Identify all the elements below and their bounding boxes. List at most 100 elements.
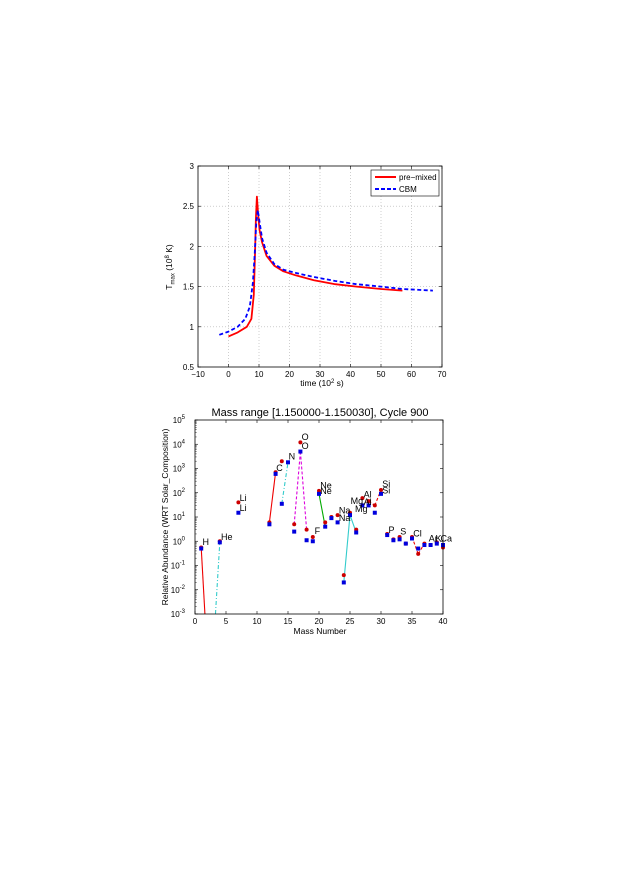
- chart2-xtick-label: 15: [284, 617, 293, 626]
- chart2-connector-line: [374, 489, 382, 506]
- chart2-xtick-label: 40: [439, 617, 448, 626]
- isotope-label: Mg: [351, 496, 364, 506]
- data-point-square: [310, 539, 315, 544]
- isotope-label: O: [302, 441, 309, 451]
- chart1-xtick-label: −10: [191, 370, 205, 379]
- data-point-square: [385, 533, 390, 538]
- chart2-connector-line: [214, 542, 221, 615]
- chart2-ytick-label: 105: [173, 415, 186, 425]
- chart1-ticks: −10 0 10 20 30 40 50 60 70 0.5 1 1.5 2 2.5 3: [183, 162, 447, 379]
- isotope-label: K: [436, 533, 442, 543]
- isotope-label: Si: [382, 485, 390, 495]
- chart1-ytick-label: 1: [190, 323, 195, 332]
- data-point-square: [236, 510, 241, 515]
- chart1-ytick-label: 2: [190, 242, 195, 251]
- isotope-label: Li: [240, 493, 247, 503]
- chart2-connector-line: [268, 472, 277, 523]
- chart1-xtick-label: 30: [316, 370, 325, 379]
- chart2-ylabel: Relative Abundance (WRT Solar_Compositio…: [160, 428, 170, 605]
- data-point-circle: [279, 459, 284, 464]
- chart2-ytick-label: 101: [173, 512, 186, 522]
- isotope-label: S: [400, 526, 406, 536]
- chart1-xlabel: time (102 s): [300, 378, 344, 388]
- data-point-square: [329, 516, 334, 521]
- isotope-label: Al: [364, 489, 372, 499]
- chart2-ytick-label: 103: [173, 464, 186, 474]
- chart2-xtick-label: 20: [315, 617, 324, 626]
- isotope-label: N: [289, 451, 296, 461]
- isotope-label: F: [315, 526, 321, 536]
- isotope-label: C: [276, 463, 283, 473]
- chart1-xtick-label: 40: [346, 370, 355, 379]
- chart2-xtick-label: 25: [346, 617, 355, 626]
- chart2-connector-line: [281, 462, 289, 504]
- isotope-label: Li: [240, 503, 247, 513]
- data-point-square: [292, 529, 297, 534]
- data-point-square: [317, 491, 321, 496]
- chart1-series: [219, 195, 433, 338]
- chart2-xtick-label: 5: [224, 617, 229, 626]
- data-point-square: [298, 449, 303, 454]
- data-point-square: [304, 538, 309, 543]
- data-point-circle: [310, 534, 315, 539]
- data-point-square: [335, 520, 340, 525]
- data-point-circle: [379, 487, 383, 492]
- chart2-ytick-label: 104: [173, 439, 186, 449]
- isotope-label: Na: [339, 505, 351, 515]
- chart2-xtick-label: 30: [377, 617, 386, 626]
- chart2-xtick-label: 0: [193, 617, 198, 626]
- chart1-xtick-label: 70: [438, 370, 447, 379]
- data-point-square: [434, 541, 439, 546]
- chart1-xtick-label: 60: [407, 370, 416, 379]
- chart2-connector-line: [299, 451, 308, 530]
- data-point-circle: [323, 520, 328, 525]
- legend-label-premixed: pre−mixed: [399, 173, 437, 182]
- data-point-square: [372, 510, 377, 515]
- chart1-xtick-label: 20: [285, 370, 294, 379]
- chart2-connector-line: [411, 536, 419, 555]
- chart2-ytick-label: 10-1: [171, 561, 186, 571]
- data-point-circle: [366, 499, 371, 504]
- data-point-square: [323, 524, 328, 529]
- data-point-circle: [416, 551, 421, 556]
- data-point-square: [341, 580, 346, 585]
- chart2-connectors: [200, 451, 425, 615]
- data-point-circle: [341, 573, 346, 578]
- chart2-xtick-label: 35: [408, 617, 417, 626]
- data-point-square: [199, 546, 204, 551]
- legend-label-cbm: CBM: [399, 185, 417, 194]
- isotope-label: Ar: [429, 533, 438, 543]
- isotope-label: Ne: [320, 486, 332, 496]
- chart1-xtick-label: 50: [377, 370, 386, 379]
- data-point-square: [366, 503, 371, 508]
- data-point-square: [267, 522, 272, 527]
- chart2-points: [199, 440, 445, 585]
- data-point-square: [416, 546, 421, 551]
- data-point-square: [422, 543, 427, 548]
- isotope-label: Ne: [320, 480, 332, 490]
- chart1-ylabel: Tmax (108 K): [164, 244, 177, 290]
- chart2-connector-line: [293, 451, 301, 525]
- data-point-square: [391, 538, 396, 543]
- chart1-xtick-label: 0: [226, 370, 231, 379]
- data-point-circle: [335, 513, 340, 518]
- data-point-square: [403, 541, 408, 546]
- chart2-xlabel: Mass Number: [294, 626, 347, 636]
- chart2-ytick-label: 102: [173, 488, 186, 498]
- abundance-chart: Mass range [1.150000-1.150030], Cycle 90…: [160, 407, 452, 636]
- chart1-ytick-label: 2.5: [183, 202, 195, 211]
- chart2-ytick-label: 10-2: [171, 585, 186, 595]
- data-point-square: [279, 501, 284, 506]
- isotope-label: Cl: [413, 528, 422, 538]
- isotope-label: Ca: [441, 533, 453, 543]
- data-point-square: [354, 530, 359, 535]
- chart1-ytick-label: 3: [190, 162, 195, 171]
- data-point-square: [428, 543, 433, 548]
- legend-box: [370, 169, 440, 197]
- chart2-xtick-label: 10: [253, 617, 262, 626]
- chart2-plot-area: [195, 420, 443, 614]
- isotope-label: H: [202, 537, 209, 547]
- chart1-legend: pre−mixed CBM: [370, 169, 440, 197]
